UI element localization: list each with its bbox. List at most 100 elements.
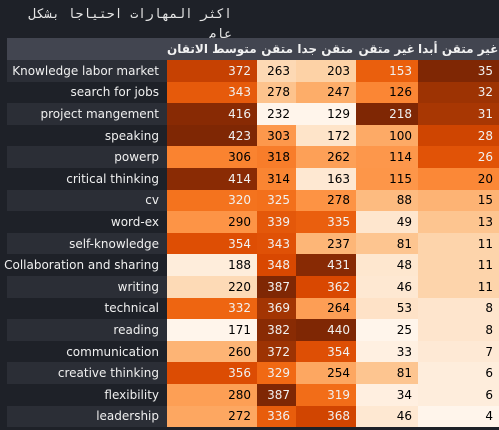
table-cell: 372 [257, 340, 296, 363]
table-cell: 13 [418, 211, 499, 233]
table-cell: 325 [257, 189, 296, 212]
column-header: متقن [261, 42, 293, 56]
row-stripe [7, 405, 167, 428]
table-cell: 278 [257, 81, 296, 104]
table-cell: 336 [257, 405, 296, 428]
table-cell: 171 [167, 319, 257, 341]
table-cell: 343 [167, 81, 257, 104]
table-cell: 278 [296, 189, 356, 212]
table-cell: 49 [356, 211, 418, 233]
row-label: creative thinking [57, 366, 159, 381]
table-cell: 262 [296, 146, 356, 168]
table-cell: 343 [257, 232, 296, 255]
row-stripe [7, 146, 167, 168]
table-cell: 372 [167, 60, 257, 82]
table-cell: 7 [418, 340, 499, 363]
table-cell: 416 [167, 103, 257, 125]
table-cell: 203 [296, 60, 356, 82]
table-cell: 8 [418, 319, 499, 341]
row-stripe [7, 103, 167, 125]
table-cell: 260 [167, 340, 257, 363]
table-cell: 414 [167, 168, 257, 190]
table-cell: 28 [418, 124, 499, 147]
table-cell: 81 [356, 232, 418, 255]
table-cell: 34 [356, 384, 418, 406]
row-stripe [7, 319, 167, 341]
row-stripe [7, 276, 167, 298]
table-cell: 335 [296, 211, 356, 233]
table-cell: 320 [167, 189, 257, 212]
table-cell: 81 [356, 362, 418, 384]
table-cell: 368 [296, 405, 356, 428]
table-cell: 188 [167, 254, 257, 276]
table-cell: 129 [296, 103, 356, 125]
table-cell: 6 [418, 384, 499, 406]
row-label: flexibility [104, 387, 159, 402]
table-cell: 163 [296, 168, 356, 190]
table-cell: 172 [296, 124, 356, 147]
table-cell: 290 [167, 211, 257, 233]
column-header: غير متقن [358, 42, 415, 56]
row-label: reading [113, 322, 159, 337]
row-label: word-ex [110, 214, 159, 229]
table-cell: 362 [296, 276, 356, 298]
table-cell: 254 [296, 362, 356, 384]
table-cell: 220 [167, 276, 257, 298]
column-header: غير متقن أبدا [418, 42, 499, 56]
row-label: Collaboration and sharing [4, 258, 159, 273]
table-cell: 232 [257, 103, 296, 125]
table-cell: 332 [167, 297, 257, 320]
table-cell: 354 [167, 232, 257, 255]
table-cell: 264 [296, 297, 356, 320]
table-cell: 114 [356, 146, 418, 168]
table-cell: 115 [356, 168, 418, 190]
table-cell: 126 [356, 81, 418, 104]
table-cell: 31 [418, 103, 499, 125]
table-cell: 35 [418, 60, 499, 82]
row-label: writing [117, 279, 159, 294]
row-stripe [7, 60, 167, 82]
table-cell: 46 [356, 405, 418, 428]
table-header [7, 38, 499, 60]
row-stripe [7, 232, 167, 255]
row-label: powerp [114, 150, 159, 165]
table-cell: 348 [257, 254, 296, 276]
table-cell: 218 [356, 103, 418, 125]
table-cell: 440 [296, 319, 356, 341]
table-cell: 369 [257, 297, 296, 320]
table-cell: 303 [257, 124, 296, 147]
table-cell: 6 [418, 362, 499, 384]
row-label: technical [104, 301, 159, 316]
table-cell: 354 [296, 340, 356, 363]
table-cell: 15 [418, 189, 499, 212]
table-cell: 33 [356, 340, 418, 363]
table-cell: 356 [167, 362, 257, 384]
row-label: Knowledge labor market [12, 63, 159, 78]
table-cell: 25 [356, 319, 418, 341]
table-cell: 4 [418, 405, 499, 428]
row-label: critical thinking [66, 171, 159, 186]
table-cell: 280 [167, 384, 257, 406]
table-cell: 387 [257, 276, 296, 298]
table-cell: 382 [257, 319, 296, 341]
chart-title: اكثر المهارات احتياجا بشكل عام [28, 7, 233, 42]
row-label: speaking [104, 128, 159, 143]
row-label: communication [66, 344, 159, 359]
table-cell: 20 [418, 168, 499, 190]
row-label: search for jobs [70, 85, 159, 100]
column-header: متقن جدا [297, 42, 353, 56]
table-cell: 48 [356, 254, 418, 276]
table-cell: 314 [257, 168, 296, 190]
row-label: project mangement [40, 106, 160, 121]
table-cell: 272 [167, 405, 257, 428]
table-cell: 53 [356, 297, 418, 320]
table-cell: 11 [418, 254, 499, 276]
table-cell: 263 [257, 60, 296, 82]
table-cell: 88 [356, 189, 418, 212]
row-label: self-knowledge [69, 236, 159, 251]
table-cell: 32 [418, 81, 499, 104]
column-header: متوسط الاتقان [167, 42, 257, 56]
table-cell: 153 [356, 60, 418, 82]
row-stripe [7, 189, 167, 212]
table-cell: 423 [167, 124, 257, 147]
